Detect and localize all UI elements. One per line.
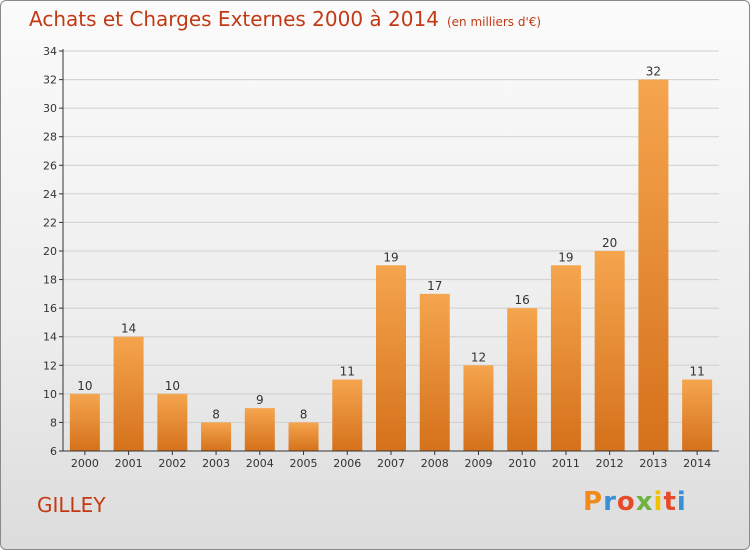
x-tick-label: 2009 xyxy=(464,457,492,470)
x-tick-label: 2010 xyxy=(508,457,536,470)
data-label-2006: 11 xyxy=(340,365,355,379)
bar-2006 xyxy=(332,379,363,451)
x-tick-label: 2002 xyxy=(158,457,186,470)
bar-2011 xyxy=(550,265,581,451)
data-label-2003: 8 xyxy=(212,407,220,421)
bar-2009 xyxy=(463,365,494,451)
x-tick-label: 2006 xyxy=(333,457,361,470)
y-tick-label: 6 xyxy=(50,445,57,458)
bars xyxy=(69,79,713,452)
proxiti-logo: Proxiti xyxy=(583,487,687,517)
x-tick-label: 2005 xyxy=(290,457,318,470)
bar-2008 xyxy=(419,293,450,451)
data-label-2002: 10 xyxy=(165,379,180,393)
logo-letter: o xyxy=(616,487,636,517)
logo-letter: i xyxy=(676,487,687,517)
x-tick-label: 2008 xyxy=(421,457,449,470)
chart-subtitle: (en milliers d'€) xyxy=(446,15,542,29)
data-label-2000: 10 xyxy=(77,379,92,393)
bar-2001 xyxy=(113,336,144,451)
x-tick-label: 2014 xyxy=(683,457,711,470)
logo-letter: r xyxy=(603,487,617,517)
labels: 6 8 10 12 14 16 18 20 22 24 26 28 30 32 34 10 2000 14 2001… xyxy=(43,45,711,470)
bar-2010 xyxy=(507,308,538,451)
bar-2003 xyxy=(201,422,232,451)
x-tick-label: 2001 xyxy=(115,457,143,470)
y-tick-label: 14 xyxy=(43,331,57,344)
y-tick-label: 12 xyxy=(43,359,57,372)
y-tick-label: 22 xyxy=(43,216,57,229)
logo-letter: x xyxy=(635,487,654,517)
data-label-2010: 16 xyxy=(515,293,530,307)
bar-2007 xyxy=(376,265,406,451)
x-tick-label: 2013 xyxy=(639,457,667,470)
bar-2014 xyxy=(682,379,713,451)
logo-letter: i xyxy=(653,487,664,517)
data-label-2014: 11 xyxy=(689,365,704,379)
x-tick-label: 2011 xyxy=(552,457,580,470)
x-tick-label: 2007 xyxy=(377,457,405,470)
axes xyxy=(59,49,719,455)
bar-2000 xyxy=(69,393,100,451)
bar-2013 xyxy=(638,79,669,452)
y-tick-label: 32 xyxy=(43,74,57,87)
x-tick-label: 2000 xyxy=(71,457,99,470)
data-label-2005: 8 xyxy=(300,407,308,421)
bar-2012 xyxy=(594,251,625,451)
y-tick-label: 10 xyxy=(43,388,57,401)
bar-2005 xyxy=(288,422,319,451)
data-label-2008: 17 xyxy=(427,279,442,293)
chart-title-text: Achats et Charges Externes 2000 à 2014 xyxy=(29,7,439,31)
y-tick-label: 16 xyxy=(43,302,57,315)
y-tick-label: 24 xyxy=(43,188,57,201)
logo-letter: t xyxy=(663,487,677,517)
data-label-2011: 19 xyxy=(558,250,573,264)
bar-2004 xyxy=(244,408,275,451)
data-label-2004: 9 xyxy=(256,393,264,407)
data-label-2013: 32 xyxy=(646,65,661,79)
y-tick-label: 26 xyxy=(43,159,57,172)
y-tick-label: 30 xyxy=(43,102,57,115)
y-tick-label: 18 xyxy=(43,274,57,287)
y-tick-label: 20 xyxy=(43,245,57,258)
x-tick-label: 2012 xyxy=(596,457,624,470)
data-label-2009: 12 xyxy=(471,350,486,364)
bar-2002 xyxy=(157,393,188,451)
y-tick-label: 8 xyxy=(50,416,57,429)
data-label-2007: 19 xyxy=(383,250,398,264)
x-tick-label: 2003 xyxy=(202,457,230,470)
y-tick-label: 28 xyxy=(43,131,57,144)
logo-letter: P xyxy=(583,487,604,517)
data-label-2001: 14 xyxy=(121,322,136,336)
chart-title: Achats et Charges Externes 2000 à 2014 (e… xyxy=(29,7,541,31)
x-tick-label: 2004 xyxy=(246,457,274,470)
y-tick-label: 34 xyxy=(43,45,57,58)
data-label-2012: 20 xyxy=(602,236,617,250)
place-name: GILLEY xyxy=(37,493,106,517)
